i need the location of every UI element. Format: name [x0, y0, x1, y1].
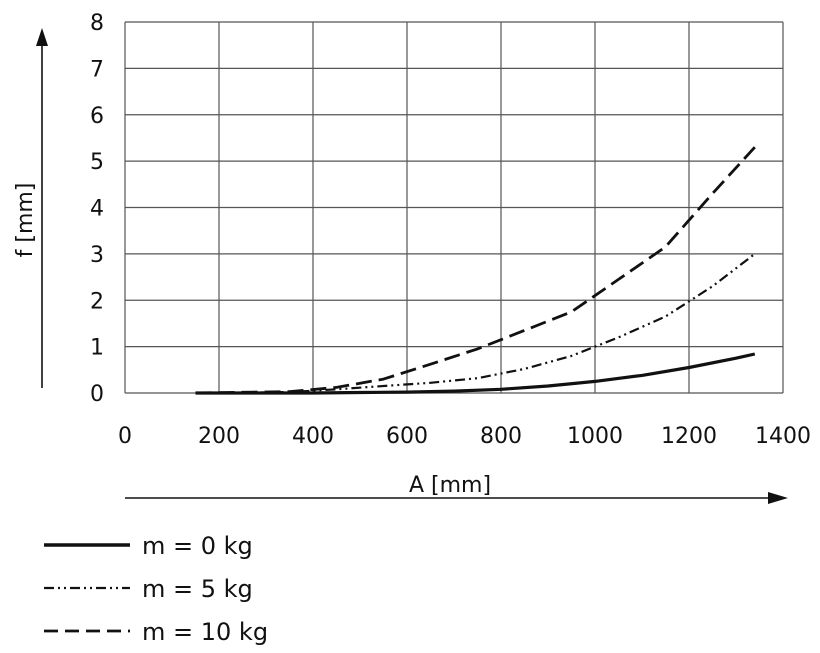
legend: m = 0 kg m = 5 kg m = 10 kg: [44, 532, 268, 646]
x-tick-label: 1400: [755, 424, 811, 449]
series-line-1: [195, 253, 756, 395]
y-tick-label: 6: [90, 104, 104, 129]
x-tick-label: 0: [118, 424, 132, 449]
y-tick-label: 1: [90, 336, 104, 361]
y-tick-label: 3: [90, 243, 104, 268]
y-tick-label: 4: [90, 197, 104, 222]
legend-label-m5: m = 5 kg: [142, 575, 253, 603]
x-tick-label: 800: [480, 424, 522, 449]
legend-item-m5: m = 5 kg: [44, 575, 253, 603]
x-tick-label: 400: [292, 424, 334, 449]
y-tick-label: 8: [90, 11, 104, 36]
legend-label-m0: m = 0 kg: [142, 532, 253, 560]
x-tick-label: 600: [386, 424, 428, 449]
y-tick-labels: 0 1 2 3 4 5 6 7 8: [90, 11, 104, 407]
y-tick-label: 0: [90, 382, 104, 407]
series-lines: [195, 146, 756, 395]
x-tick-labels: 0 200 400 600 800 1000 1200 1400: [118, 424, 811, 449]
y-axis-arrow: [36, 28, 48, 388]
y-tick-label: 5: [90, 150, 104, 175]
legend-label-m10: m = 10 kg: [142, 618, 268, 646]
x-axis-arrow: [125, 492, 788, 504]
series-line-0: [195, 352, 756, 395]
x-tick-label: 1200: [661, 424, 717, 449]
x-axis-title: A [mm]: [409, 473, 491, 498]
y-tick-label: 7: [90, 57, 104, 82]
x-tick-label: 1000: [567, 424, 623, 449]
y-tick-label: 2: [90, 289, 104, 314]
y-axis-title: f [mm]: [13, 183, 38, 258]
legend-item-m10: m = 10 kg: [44, 618, 268, 646]
grid: [124, 21, 784, 394]
x-tick-label: 200: [198, 424, 240, 449]
series-line-2: [195, 146, 756, 395]
legend-item-m0: m = 0 kg: [44, 532, 253, 560]
